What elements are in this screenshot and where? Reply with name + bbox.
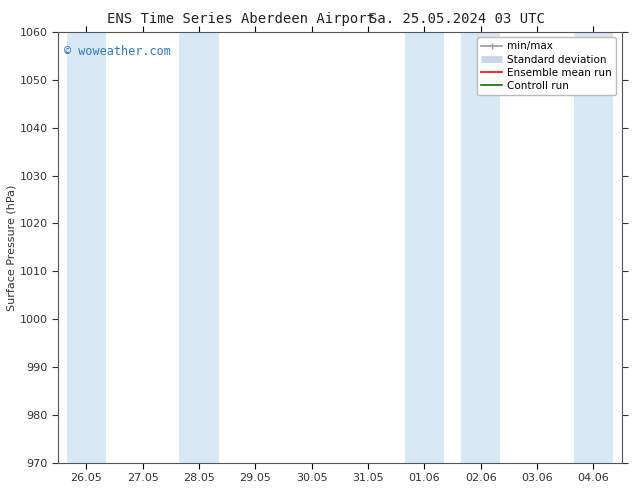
Bar [179,32,219,463]
Bar [67,32,106,463]
Text: Sa. 25.05.2024 03 UTC: Sa. 25.05.2024 03 UTC [368,12,545,26]
Text: ENS Time Series Aberdeen Airport: ENS Time Series Aberdeen Airport [107,12,375,26]
Bar [404,32,444,463]
Legend: min/max, Standard deviation, Ensemble mean run, Controll run: min/max, Standard deviation, Ensemble me… [477,37,616,95]
Bar [574,32,613,463]
Bar [461,32,500,463]
Text: © woweather.com: © woweather.com [64,45,171,58]
Bar [630,32,634,463]
Y-axis label: Surface Pressure (hPa): Surface Pressure (hPa) [7,184,17,311]
